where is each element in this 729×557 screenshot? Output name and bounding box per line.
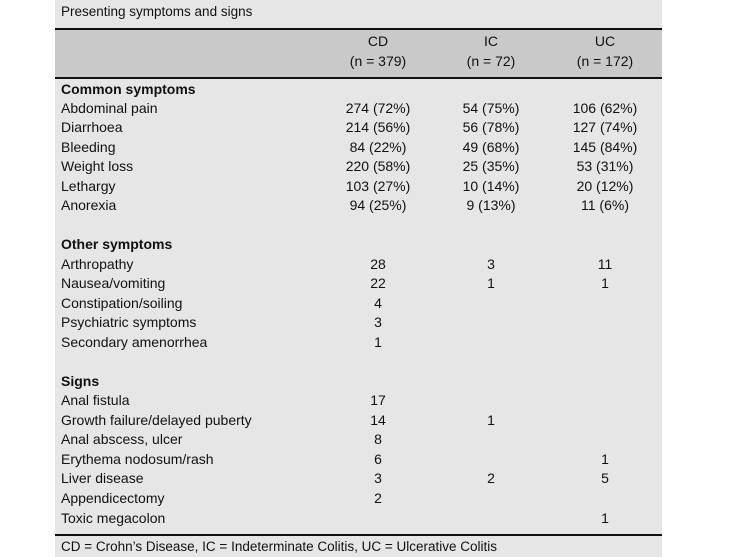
table-footnote: CD = Crohn’s Disease, IC = Indeterminate… [61, 539, 498, 554]
column-n: (n = 379) [349, 53, 407, 69]
section-title: Signs [61, 373, 100, 389]
column-n: (n = 72) [466, 53, 516, 69]
cell-uc: 11 (6%) [581, 197, 629, 213]
table-row: Appendicectomy 2 [55, 488, 662, 508]
section-title-row: Other symptoms [55, 234, 662, 254]
cell-ic: 2 [487, 470, 495, 486]
row-label: Lethargy [61, 178, 116, 194]
table-row: Lethargy 103 (27%) 10 (14%) 20 (12%) [55, 176, 662, 196]
table-row: Secondary amenorrhea 1 [55, 332, 662, 352]
cell-cd: 274 (72%) [345, 100, 411, 116]
table-row: Erythema nodosum/rash 6 1 [55, 449, 662, 469]
table-row: Nausea/vomiting 22 1 1 [55, 273, 662, 293]
cell-cd: 220 (58%) [345, 158, 411, 174]
section-title: Other symptoms [61, 236, 173, 252]
row-label: Constipation/soiling [61, 295, 183, 311]
cell-uc: 20 (12%) [576, 178, 634, 194]
cell-cd: 214 (56%) [345, 119, 411, 135]
table-row: Liver disease 3 2 5 [55, 468, 662, 488]
row-label: Toxic megacolon [61, 510, 166, 526]
cell-cd: 22 [370, 275, 386, 291]
cell-cd: 103 (27%) [345, 178, 411, 194]
row-label: Anorexia [61, 197, 117, 213]
row-label: Erythema nodosum/rash [61, 451, 214, 467]
row-label: Bleeding [61, 139, 116, 155]
row-label: Liver disease [61, 470, 144, 486]
table-row: Arthropathy 28 3 11 [55, 254, 662, 274]
cell-uc: 1 [601, 275, 609, 291]
cell-uc: 5 [601, 470, 609, 486]
cell-cd: 3 [374, 314, 382, 330]
table-row: Diarrhoea 214 (56%) 56 (78%) 127 (74%) [55, 117, 662, 137]
cell-uc: 53 (31%) [576, 158, 634, 174]
caption-band [55, 0, 662, 29]
row-label: Secondary amenorrhea [61, 334, 208, 350]
section-title-row: Common symptoms [55, 79, 662, 99]
top-rule [55, 28, 662, 30]
section-title-row: Signs [55, 371, 662, 391]
cell-ic: 3 [487, 256, 495, 272]
table-row: Anal fistula 17 [55, 390, 662, 410]
table-row: Constipation/soiling 4 [55, 293, 662, 313]
cell-cd: 14 [370, 412, 386, 428]
row-label: Anal fistula [61, 392, 130, 408]
column-header-uc: UC (n = 172) [555, 31, 655, 71]
row-label: Appendicectomy [61, 490, 165, 506]
row-label: Abdominal pain [61, 100, 158, 116]
cell-cd: 28 [370, 256, 386, 272]
cell-cd: 1 [374, 334, 382, 350]
cell-cd: 2 [374, 490, 382, 506]
cell-uc: 1 [601, 451, 609, 467]
cell-cd: 8 [374, 431, 382, 447]
table-row: Abdominal pain 274 (72%) 54 (75%) 106 (6… [55, 98, 662, 118]
table-row: Growth failure/delayed puberty 14 1 [55, 410, 662, 430]
column-header-cd: CD (n = 379) [328, 31, 428, 71]
header-rule [55, 77, 662, 79]
section-title: Common symptoms [61, 81, 196, 97]
column-n: (n = 172) [576, 53, 634, 69]
cell-ic: 56 (78%) [462, 119, 520, 135]
cell-cd: 3 [374, 470, 382, 486]
cell-ic: 1 [487, 412, 495, 428]
cell-ic: 54 (75%) [462, 100, 520, 116]
cell-uc: 11 [597, 256, 613, 272]
row-label: Arthropathy [61, 256, 134, 272]
table-row: Toxic megacolon 1 [55, 508, 662, 528]
row-label: Nausea/vomiting [61, 275, 166, 291]
row-label: Growth failure/delayed puberty [61, 412, 252, 428]
cell-cd: 17 [370, 392, 386, 408]
body-band [55, 79, 662, 534]
table-row: Weight loss 220 (58%) 25 (35%) 53 (31%) [55, 156, 662, 176]
cell-ic: 10 (14%) [462, 178, 520, 194]
cell-ic: 49 (68%) [462, 139, 520, 155]
row-label: Weight loss [61, 158, 134, 174]
table-row: Bleeding 84 (22%) 49 (68%) 145 (84%) [55, 137, 662, 157]
cell-ic: 9 (13%) [466, 197, 516, 213]
table-row: Anal abscess, ulcer 8 [55, 429, 662, 449]
table-row: Anorexia 94 (25%) 9 (13%) 11 (6%) [55, 195, 662, 215]
column-name: CD [367, 33, 389, 49]
column-name: IC [484, 33, 498, 49]
cell-uc: 106 (62%) [572, 100, 638, 116]
table-row: Psychiatric symptoms 3 [55, 312, 662, 332]
table-caption: Presenting symptoms and signs [61, 4, 253, 19]
row-label: Psychiatric symptoms [61, 314, 197, 330]
cell-uc: 127 (74%) [572, 119, 638, 135]
row-label: Diarrhoea [61, 119, 123, 135]
cell-ic: 1 [487, 275, 495, 291]
header-band [55, 30, 662, 78]
cell-cd: 6 [374, 451, 382, 467]
cell-ic: 25 (35%) [462, 158, 520, 174]
cell-uc: 1 [601, 510, 609, 526]
column-name: UC [594, 33, 616, 49]
column-header-ic: IC (n = 72) [441, 31, 541, 71]
cell-cd: 4 [374, 295, 382, 311]
bottom-rule [55, 534, 662, 536]
cell-cd: 84 (22%) [349, 139, 407, 155]
cell-uc: 145 (84%) [572, 139, 638, 155]
cell-cd: 94 (25%) [349, 197, 407, 213]
row-label: Anal abscess, ulcer [61, 431, 183, 447]
